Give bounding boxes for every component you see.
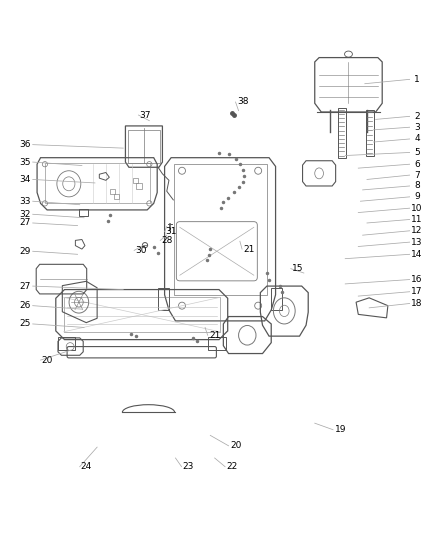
Text: 27: 27 <box>20 281 31 290</box>
Text: 19: 19 <box>335 425 346 434</box>
Text: 8: 8 <box>414 181 420 190</box>
Text: 25: 25 <box>20 319 31 328</box>
Text: 7: 7 <box>414 171 420 180</box>
Bar <box>64 297 220 332</box>
Text: 1: 1 <box>414 75 420 84</box>
Bar <box>79 209 88 215</box>
Text: 5: 5 <box>414 148 420 157</box>
Text: 35: 35 <box>20 158 31 166</box>
Text: 23: 23 <box>183 462 194 471</box>
Text: 36: 36 <box>20 140 31 149</box>
Text: 20: 20 <box>231 441 242 450</box>
Text: 11: 11 <box>411 215 423 224</box>
Bar <box>208 337 226 351</box>
Text: 18: 18 <box>411 299 423 308</box>
Text: 32: 32 <box>20 210 31 219</box>
Text: 28: 28 <box>161 236 173 245</box>
Text: 21: 21 <box>244 245 255 254</box>
Text: 38: 38 <box>237 98 249 107</box>
Text: 20: 20 <box>42 356 53 365</box>
Text: 9: 9 <box>414 192 420 201</box>
Text: 34: 34 <box>20 175 31 184</box>
Text: 16: 16 <box>411 275 423 284</box>
Text: 6: 6 <box>414 160 420 169</box>
Text: 15: 15 <box>292 264 303 273</box>
Bar <box>45 163 150 204</box>
Bar <box>133 177 138 183</box>
Bar <box>174 164 267 295</box>
Text: 22: 22 <box>226 462 238 471</box>
Text: 13: 13 <box>411 238 423 247</box>
Text: 2: 2 <box>414 112 420 121</box>
Text: 29: 29 <box>20 247 31 256</box>
Text: 27: 27 <box>20 219 31 228</box>
Text: 17: 17 <box>411 287 423 296</box>
Text: 26: 26 <box>20 301 31 310</box>
Text: 30: 30 <box>135 246 146 255</box>
Text: 4: 4 <box>414 134 420 143</box>
Bar <box>127 130 160 163</box>
Bar <box>271 288 282 310</box>
Text: 10: 10 <box>411 204 423 213</box>
Text: 37: 37 <box>139 110 151 119</box>
Bar <box>136 183 141 189</box>
Bar <box>158 288 169 310</box>
Text: 33: 33 <box>20 197 31 206</box>
Bar <box>114 194 119 199</box>
Bar <box>58 337 75 351</box>
Text: 14: 14 <box>411 250 423 259</box>
Text: 21: 21 <box>209 331 220 340</box>
Text: 31: 31 <box>166 227 177 236</box>
Bar <box>110 189 116 194</box>
Text: 24: 24 <box>81 462 92 471</box>
Text: 12: 12 <box>411 227 423 235</box>
Text: 3: 3 <box>414 123 420 132</box>
